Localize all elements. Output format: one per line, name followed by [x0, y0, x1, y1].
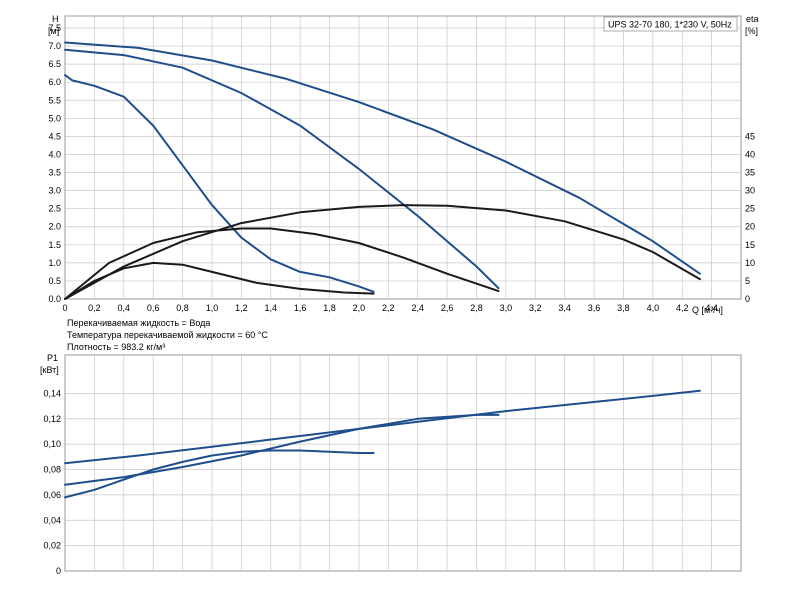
- y-tick-label: 7.0: [48, 41, 61, 51]
- x-tick-label: 2,6: [441, 303, 454, 313]
- y2-axis-unit: [%]: [745, 26, 758, 36]
- x-tick-label: 2,0: [353, 303, 366, 313]
- head-curve: [64, 48, 500, 290]
- temperature-line: Температура перекачиваемой жидкости = 60…: [67, 330, 268, 340]
- x-tick-label: 0,4: [118, 303, 131, 313]
- x-tick-label: 1,0: [206, 303, 219, 313]
- y-axis-unit: [м]: [48, 26, 59, 36]
- efficiency-curve: [64, 204, 701, 300]
- x-tick-label: 2,4: [411, 303, 424, 313]
- x-tick-label: 3,6: [588, 303, 601, 313]
- x-tick-label: 4,0: [647, 303, 660, 313]
- y-tick-label: 3.5: [48, 168, 61, 178]
- x-tick-label: 2,8: [470, 303, 483, 313]
- y-tick-label: 1.0: [48, 258, 61, 268]
- y2-tick-label: 0: [745, 294, 750, 304]
- y-tick-label: 7.5: [48, 23, 61, 33]
- power-axis-name: P1: [47, 353, 58, 363]
- y-tick-label: 5.5: [48, 95, 61, 105]
- head-curve: [64, 41, 701, 275]
- y2-tick-label: 40: [745, 149, 755, 159]
- power-tick-label: 0,14: [43, 388, 61, 398]
- chart-title: UPS 32-70 180, 1*230 V, 50Hz: [608, 20, 732, 30]
- y2-tick-label: 15: [745, 240, 755, 250]
- x-tick-label: 0,8: [176, 303, 189, 313]
- power-tick-label: 0,10: [43, 439, 61, 449]
- y2-tick-label: 35: [745, 168, 755, 178]
- y-tick-label: 2.5: [48, 204, 61, 214]
- y-tick-label: 2.0: [48, 222, 61, 232]
- x-tick-label: 3,2: [529, 303, 542, 313]
- y-tick-label: 1.5: [48, 240, 61, 250]
- x-tick-label: 0,6: [147, 303, 160, 313]
- y2-tick-label: 30: [745, 186, 755, 196]
- x-tick-label: 0,2: [88, 303, 101, 313]
- power-tick-label: 0,02: [43, 541, 61, 551]
- x-tick-label: 3,8: [617, 303, 630, 313]
- power-tick-label: 0,12: [43, 414, 61, 424]
- x-tick-label: 1,2: [235, 303, 248, 313]
- top-plot-frame: [64, 15, 742, 300]
- x-tick-label: 4,4: [705, 303, 718, 313]
- bottom-frame: [64, 354, 742, 572]
- y2-tick-label: 10: [745, 258, 755, 268]
- power-curve: [64, 449, 375, 499]
- bottom-plot-frame: [64, 354, 742, 572]
- efficiency-curve: [64, 261, 375, 300]
- y-tick-label: 4.0: [48, 149, 61, 159]
- power-tick-label: 0,06: [43, 490, 61, 500]
- y2-axis-name: eta: [746, 14, 759, 24]
- y-tick-label: 5.0: [48, 113, 61, 123]
- y-tick-label: 0.0: [48, 294, 61, 304]
- density-line: Плотность = 983.2 кг/м³: [67, 342, 166, 352]
- y-tick-label: 0.5: [48, 276, 61, 286]
- head-curve: [64, 74, 375, 293]
- x-tick-label: 1,8: [323, 303, 336, 313]
- power-tick-label: 0: [56, 566, 61, 576]
- y2-tick-label: 20: [745, 222, 755, 232]
- x-tick-label: 1,6: [294, 303, 307, 313]
- top-frame: [64, 15, 742, 300]
- y-tick-label: 6.5: [48, 59, 61, 69]
- x-tick-label: 3,4: [558, 303, 571, 313]
- y-tick-label: 4.5: [48, 131, 61, 141]
- y2-tick-label: 25: [745, 204, 755, 214]
- power-curve: [64, 389, 701, 465]
- fluid-line: Перекачиваемая жидкость = Вода: [67, 318, 211, 328]
- x-axis-label: Q [м³/ч]: [692, 305, 723, 315]
- power-tick-label: 0,08: [43, 465, 61, 475]
- head-efficiency-chart: 0 0,2 0,4 0,6 0,8 1,0 1,2 1,4 1,6 1,8 2,0 2,2 2,4 2,6…: [48, 14, 759, 315]
- x-tick-label: 1,4: [264, 303, 277, 313]
- y-axis-name: H: [52, 14, 59, 24]
- power-tick-label: 0,04: [43, 515, 61, 525]
- x-tick-label: 2,2: [382, 303, 395, 313]
- y2-tick-label: 45: [745, 131, 755, 141]
- bottom-series: [64, 389, 701, 499]
- y-tick-label: 3.0: [48, 186, 61, 196]
- y-tick-label: 6.0: [48, 77, 61, 87]
- x-tick-label: 3,0: [500, 303, 513, 313]
- x-tick-label: 4,2: [676, 303, 689, 313]
- efficiency-curve: [64, 227, 500, 300]
- power-axis-unit: [кВт]: [40, 365, 59, 375]
- bottom-grid: [64, 355, 742, 572]
- power-chart: 0 0,02 0,04 0,06 0,08 0,10 0,12 0,14 P1 [кВт]: [40, 353, 742, 576]
- y2-tick-label: 5: [745, 276, 750, 286]
- title-box: [603, 16, 738, 32]
- bottom-tick-labels: 0 0,02 0,04 0,06 0,08 0,10 0,12 0,14: [43, 388, 61, 576]
- x-tick-label: 0: [62, 303, 67, 313]
- top-series: [64, 41, 701, 300]
- top-tick-labels: 0 0,2 0,4 0,6 0,8 1,0 1,2 1,4 1,6 1,8 2,0 2,2 2,4 2,6…: [48, 23, 755, 313]
